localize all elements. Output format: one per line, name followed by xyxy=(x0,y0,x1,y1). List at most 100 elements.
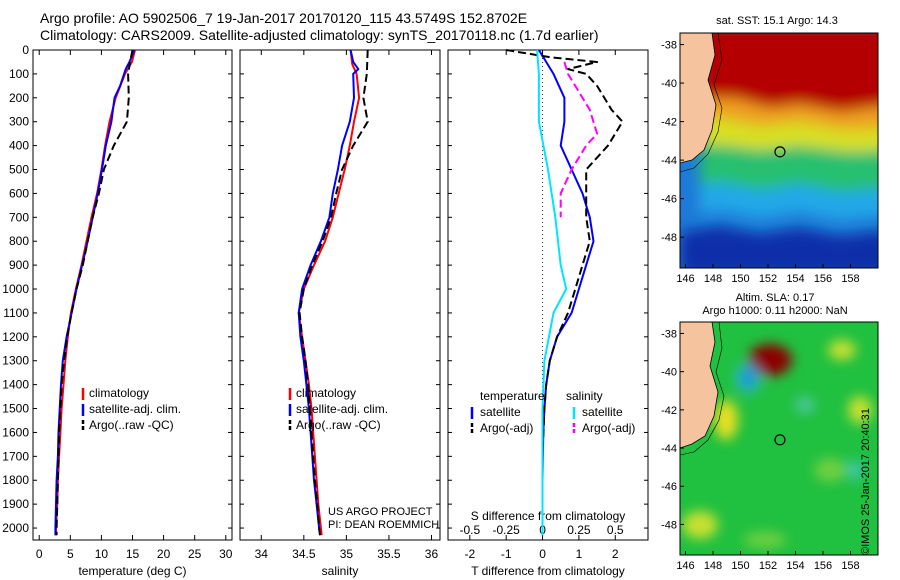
sst-cold-region xyxy=(680,226,878,268)
legend-title-temperature: temperature xyxy=(480,389,545,403)
sst-yellow-band xyxy=(700,118,878,152)
sst-map: sat. SST: 15.1 Argo: 14.3 146 148 150 152 15… xyxy=(661,15,879,285)
differences-xtick-label: 2 xyxy=(612,547,619,561)
map-lon-label: 154 xyxy=(786,273,804,285)
legend-label-salinity: Argo(-adj) xyxy=(582,421,635,435)
salinity-xtick-label: 35 xyxy=(340,547,354,561)
depth-tick-label: 1100 xyxy=(3,306,29,320)
map-lat-label: -48 xyxy=(661,519,677,531)
map-lon-label: 146 xyxy=(676,560,694,572)
differences-xtick-label: 1 xyxy=(576,547,583,561)
differences-series-salinity-argo-adj- xyxy=(559,61,599,218)
header-line-2: Climatology: CARS2009. Satellite-adjuste… xyxy=(40,27,599,43)
map-lat-label: -44 xyxy=(661,443,677,455)
sla-argo-location-marker xyxy=(774,434,786,446)
map-lat-label: -46 xyxy=(661,481,677,493)
map-lon-label: 158 xyxy=(841,560,859,572)
map-lon-label: 148 xyxy=(704,560,722,572)
map-lat-label: -46 xyxy=(661,194,677,206)
s-diff-tick-label: 0.5 xyxy=(607,523,624,537)
differences-series-salinity-satellite xyxy=(536,49,568,536)
sst-tasmania-land xyxy=(680,33,717,164)
temperature-xtick-label: 25 xyxy=(188,547,202,561)
map-lon-label: 158 xyxy=(841,273,859,285)
differences-xlabel: T difference from climatology xyxy=(471,564,625,578)
temperature-xtick-label: 5 xyxy=(67,547,74,561)
map-lon-label: 154 xyxy=(786,560,804,572)
depth-tick-label: 1300 xyxy=(2,354,29,368)
s-diff-tick-label: 0.25 xyxy=(567,523,591,537)
differences-series-temperature-argo-adj- xyxy=(506,49,624,536)
sla-tasmania-land xyxy=(680,322,719,449)
sst-green-band xyxy=(700,145,878,192)
temperature-legend-label: Argo(..raw -QC) xyxy=(89,418,174,432)
depth-tick-label: 700 xyxy=(9,210,29,224)
depth-tick-label: 1900 xyxy=(2,497,29,511)
salinity-xtick-label: 35.5 xyxy=(377,547,401,561)
temperature-xtick-label: 0 xyxy=(36,547,43,561)
sla-shelf-contour xyxy=(680,322,725,456)
sla-yellow-patch xyxy=(714,400,738,440)
depth-tick-label: 400 xyxy=(9,139,29,153)
salinity-xtick-label: 34.5 xyxy=(292,547,316,561)
map-lat-label: -42 xyxy=(661,117,677,129)
sla-map-axes: 146 148 150 152 154 156 158 -38 -40 -42 -44 -46 -48 xyxy=(661,328,860,572)
sst-argo-location-marker xyxy=(774,146,786,158)
salinity-xlabel: salinity xyxy=(322,564,359,578)
map-lon-label: 152 xyxy=(759,273,777,285)
depth-tick-label: 200 xyxy=(9,91,29,105)
map-lat-label: -38 xyxy=(661,328,677,340)
header-line-1: Argo profile: AO 5902506_7 19-Jan-2017 2… xyxy=(40,10,528,26)
difference-panel: -2 -1 0 1 2 T difference from climatology -0.5… xyxy=(447,49,649,578)
depth-tick-label: 500 xyxy=(9,163,29,177)
project-credit-line: PI: DEAN ROEMMICH xyxy=(328,519,439,531)
sla-map-frame xyxy=(679,321,879,556)
legend-label-salinity: satellite xyxy=(582,405,623,419)
legend-label-temperature: satellite xyxy=(480,405,521,419)
map-lon-label: 150 xyxy=(731,273,749,285)
salinity-panel: 34 34.5 35 35.5 36 salinity climatology satelli… xyxy=(239,49,441,578)
depth-tick-label: 2000 xyxy=(2,521,29,535)
map-lon-label: 150 xyxy=(731,560,749,572)
depth-tick-label: 1800 xyxy=(2,473,29,487)
project-credit-line: US ARGO PROJECT xyxy=(328,506,433,518)
temperature-legend-label: climatology xyxy=(89,386,149,400)
temperature-plot-frame xyxy=(32,49,233,541)
s-diff-tick-label: -0.25 xyxy=(493,523,521,537)
temperature-series-satellite-adj-clim- xyxy=(54,49,136,536)
map-lat-label: -48 xyxy=(661,232,677,244)
depth-tick-label: 1200 xyxy=(2,330,29,344)
map-lat-label: -38 xyxy=(661,40,677,52)
depth-tick-label: 100 xyxy=(9,67,29,81)
sst-map-axes: 146 148 150 152 154 156 158 -38 -40 -42 -44 -46 -48 xyxy=(661,40,860,285)
salinity-legend-label: Argo(..raw -QC) xyxy=(296,418,381,432)
depth-tick-label: 0 xyxy=(22,43,29,57)
sla-map: Altim. SLA: 0.17 Argo h1000: 0.11 h2000:… xyxy=(661,292,879,572)
sst-map-frame xyxy=(679,32,879,269)
s-diff-axis-label: S difference from climatology xyxy=(471,509,626,523)
differences-series-temperature-satellite xyxy=(538,49,595,536)
salinity-xtick-label: 36 xyxy=(425,547,439,561)
imos-timestamp: ©IMOS 25-Jan-2017 20:40:31 xyxy=(860,408,872,555)
sst-orange-band xyxy=(700,98,878,130)
depth-tick-label: 300 xyxy=(9,115,29,129)
temperature-panel: 0 5 10 15 20 25 30 temperature (deg C) 0 100 200 30… xyxy=(2,43,232,578)
sst-cyan-band xyxy=(700,182,878,220)
salinity-series-argo-raw-qc- xyxy=(298,49,369,536)
depth-tick-label: 900 xyxy=(9,258,29,272)
map-lon-label: 156 xyxy=(814,560,832,572)
map-lat-label: -42 xyxy=(661,405,677,417)
sla-map-title-line-1: Altim. SLA: 0.17 xyxy=(736,292,815,304)
depth-tick-label: 600 xyxy=(9,186,29,200)
temperature-legend-label: satellite-adj. clim. xyxy=(89,402,181,416)
map-lon-label: 146 xyxy=(676,273,694,285)
temperature-xtick-label: 15 xyxy=(126,547,140,561)
sla-high-eddy xyxy=(748,344,792,376)
map-lon-label: 152 xyxy=(759,560,777,572)
sla-map-title-line-2: Argo h1000: 0.11 h2000: NaN xyxy=(702,305,847,317)
legend-label-temperature: Argo(-adj) xyxy=(480,421,533,435)
legend-title-salinity: salinity xyxy=(566,389,603,403)
temperature-series-argo-raw-qc- xyxy=(55,49,134,536)
map-lon-label: 148 xyxy=(704,273,722,285)
